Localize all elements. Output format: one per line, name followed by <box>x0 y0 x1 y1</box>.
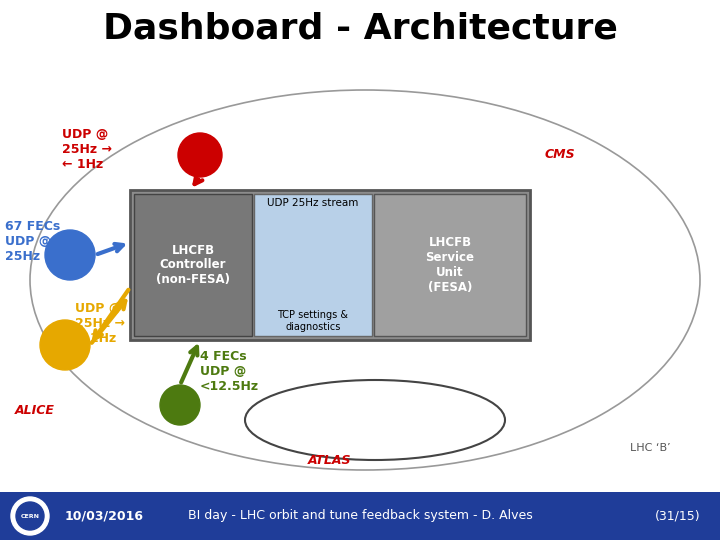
Text: ALICE: ALICE <box>15 403 55 416</box>
Circle shape <box>160 385 200 425</box>
Text: UDP @
25Hz →
← 1Hz: UDP @ 25Hz → ← 1Hz <box>75 302 125 345</box>
Text: UDP @
25Hz →
← 1Hz: UDP @ 25Hz → ← 1Hz <box>62 128 112 171</box>
Text: 10/03/2016: 10/03/2016 <box>65 510 144 523</box>
Text: ATLAS: ATLAS <box>308 454 352 467</box>
Text: LHCFB
Controller
(non-FESA): LHCFB Controller (non-FESA) <box>156 244 230 287</box>
Text: TCP settings &
diagnostics: TCP settings & diagnostics <box>277 310 348 332</box>
Text: LHC ‘B’: LHC ‘B’ <box>630 443 670 453</box>
FancyBboxPatch shape <box>130 190 530 340</box>
Circle shape <box>16 502 44 530</box>
Text: CERN: CERN <box>20 514 40 518</box>
Text: LHCFB
Service
Unit
(FESA): LHCFB Service Unit (FESA) <box>426 236 474 294</box>
Text: (31/15): (31/15) <box>654 510 700 523</box>
FancyBboxPatch shape <box>374 194 526 336</box>
Text: 67 FECs
UDP @
25Hz: 67 FECs UDP @ 25Hz <box>5 220 60 263</box>
FancyBboxPatch shape <box>254 194 372 336</box>
Text: CMS: CMS <box>545 148 575 161</box>
Text: Dashboard - Architecture: Dashboard - Architecture <box>102 11 618 45</box>
Circle shape <box>40 320 90 370</box>
FancyBboxPatch shape <box>134 194 252 336</box>
Text: 4 FECs
UDP @
<12.5Hz: 4 FECs UDP @ <12.5Hz <box>200 350 259 393</box>
Text: BI day - LHC orbit and tune feedback system - D. Alves: BI day - LHC orbit and tune feedback sys… <box>188 510 532 523</box>
Circle shape <box>178 133 222 177</box>
Circle shape <box>11 497 49 535</box>
Circle shape <box>45 230 95 280</box>
Text: UDP 25Hz stream: UDP 25Hz stream <box>267 198 359 208</box>
